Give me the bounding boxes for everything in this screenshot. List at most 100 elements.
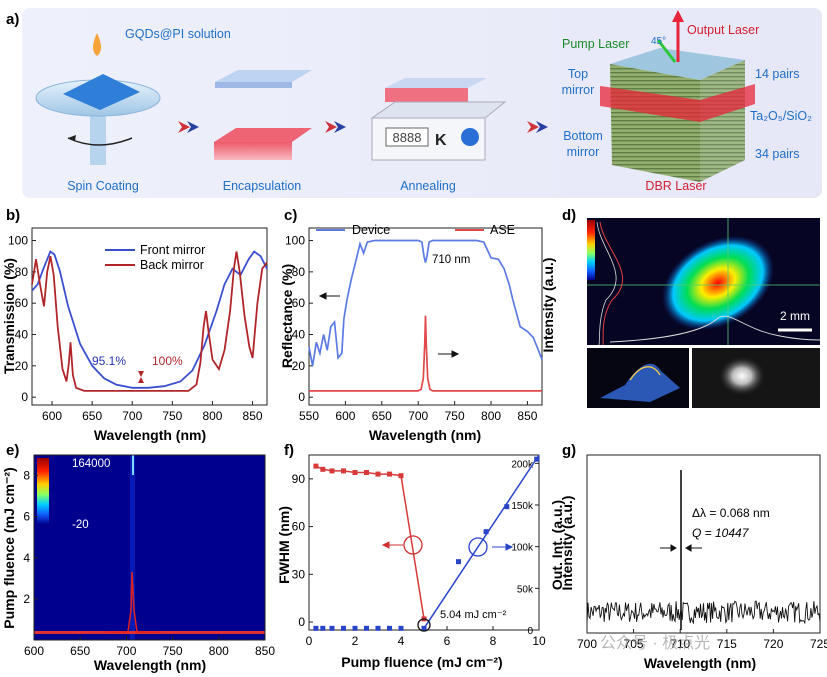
plot-f-ylabel-left: FWHM (nm): [276, 506, 292, 584]
heatmap-high-fluence: [132, 455, 134, 475]
cube-top: [610, 48, 745, 80]
fwhm-point: [398, 473, 404, 479]
y-tick-label: 80: [292, 265, 306, 279]
y-tick-label: 100: [8, 234, 28, 248]
legend-device-label: Device: [352, 223, 390, 237]
left-arrow-icon: [318, 292, 340, 300]
annot-q-factor: Q = 10447: [692, 526, 750, 540]
x-tick-label: 800: [202, 409, 222, 423]
intensity-point: [456, 559, 461, 565]
fwhm-point: [364, 470, 369, 475]
x-tick-label: 650: [82, 409, 102, 423]
x-tick-label: 705: [624, 637, 644, 651]
x-tick-label: 0: [306, 634, 313, 648]
plot-f-frame: [308, 454, 540, 631]
x-tick-label: 720: [763, 637, 783, 651]
fwhm-point: [320, 466, 326, 472]
sample-top: [385, 78, 487, 88]
legend-front-label: Front mirror: [140, 243, 205, 257]
pump-laser-label: Pump Laser: [562, 37, 629, 51]
x-tick-label: 700: [122, 409, 142, 423]
intensity-fit-line: [423, 454, 540, 629]
panel-f-label: f): [284, 442, 294, 459]
y-tick-label: 8: [23, 469, 30, 483]
x-tick-label: 750: [445, 409, 465, 423]
x-tick-label: 650: [70, 644, 90, 658]
encap-top-layer: [215, 70, 312, 82]
intensity-axis-arrow-icon: [492, 543, 514, 551]
x-tick-label: 10: [532, 634, 546, 648]
panel-e: e) 164000 -20 600 650 700 750 800 850 2 4 6 8 Wav…: [1, 442, 275, 673]
x-tick-label: 2: [352, 634, 359, 648]
fwhm-point: [387, 471, 392, 477]
y-tick-label: 60: [292, 520, 306, 534]
encap-bottom-layer: [214, 128, 312, 142]
angle-label: 45°: [651, 36, 666, 47]
rotation-arrow-head-icon: [68, 135, 76, 141]
y-tick-label: 30: [292, 567, 306, 581]
y-tick-label: 0: [298, 390, 305, 404]
output-arrow-icon: [672, 10, 684, 22]
y-right-tick-label: 50k: [517, 584, 534, 595]
display-unit: K: [435, 132, 447, 149]
x-tick-label: 600: [24, 644, 44, 658]
horizontal-profile: [609, 315, 821, 343]
x-tick-label: 850: [517, 409, 537, 423]
x-tick-label: 750: [162, 409, 182, 423]
cbar-max-label: 164000: [72, 458, 110, 470]
panel-d: d) 2 mm Intensity (a.u.): [540, 207, 821, 408]
plot-b-ylabel: Transmission (%): [1, 258, 17, 374]
y-tick-label: 20: [15, 359, 29, 373]
threshold-label: 5.04 mJ cm⁻²: [440, 609, 507, 621]
top-pairs-label: 14 pairs: [755, 67, 799, 81]
x-tick-label: 8: [490, 634, 497, 648]
material-label: Ta₂O₅/SiO₂: [750, 109, 812, 123]
heatmap-streak: [130, 455, 135, 640]
x-tick-label: 850: [243, 409, 263, 423]
y-tick-label: 90: [292, 472, 306, 486]
heatmap-background: [34, 455, 265, 640]
fwhm-line: [315, 465, 425, 620]
y-tick-label: 100: [285, 234, 305, 248]
intensity-point: [313, 625, 319, 631]
step-encapsulation: Encapsulation: [223, 179, 302, 193]
y-tick-label: 2: [23, 592, 30, 606]
y-tick-label: 0: [21, 390, 28, 404]
substrate: [63, 74, 140, 110]
intensity-point: [375, 625, 381, 631]
panel-b: b) 600 650 700 750 800 850 0 20 40 60 80 100 Front …: [1, 207, 268, 443]
x-tick-label: 800: [481, 409, 501, 423]
y-tick-label: 40: [15, 328, 29, 342]
plot-g-ylabel: Intensity (a.u.): [559, 496, 575, 591]
beam-3d-surface: [600, 363, 680, 402]
spin-shaft: [90, 110, 106, 165]
y-right-tick-label: 200k: [511, 459, 534, 470]
fwhm-point: [352, 470, 358, 475]
encap-bottom-edge: [214, 142, 292, 160]
plot-c-xlabel: Wavelength (nm): [369, 427, 481, 443]
plot-b-frame: [31, 227, 268, 406]
y-tick-label: 4: [23, 551, 30, 565]
intensity-point: [329, 625, 335, 631]
step-annealing: Annealing: [400, 179, 456, 193]
process-arrow-icon: [178, 121, 548, 133]
intensity-point: [483, 529, 489, 535]
x-tick-label: 725: [810, 637, 827, 651]
x-tick-label: 700: [116, 644, 136, 658]
fwhm-arrow-left-icon: [660, 544, 677, 552]
intensity-circle-marker: [468, 537, 488, 557]
x-tick-label: 700: [408, 409, 428, 423]
scalebar-label: 2 mm: [780, 309, 810, 323]
intensity-point: [320, 625, 326, 631]
legend-ase-label: ASE: [490, 223, 515, 237]
cbar-min-label: -20: [72, 519, 89, 531]
annot-front-percent: 95.1%: [92, 354, 126, 368]
plot-f-marks: [313, 454, 540, 631]
intensity-point: [421, 625, 427, 631]
annot-back-percent: 100%: [152, 354, 183, 368]
x-tick-label: 750: [163, 644, 183, 658]
panel-a-label: a): [6, 11, 19, 28]
bottom-pairs-label: 34 pairs: [755, 147, 799, 161]
